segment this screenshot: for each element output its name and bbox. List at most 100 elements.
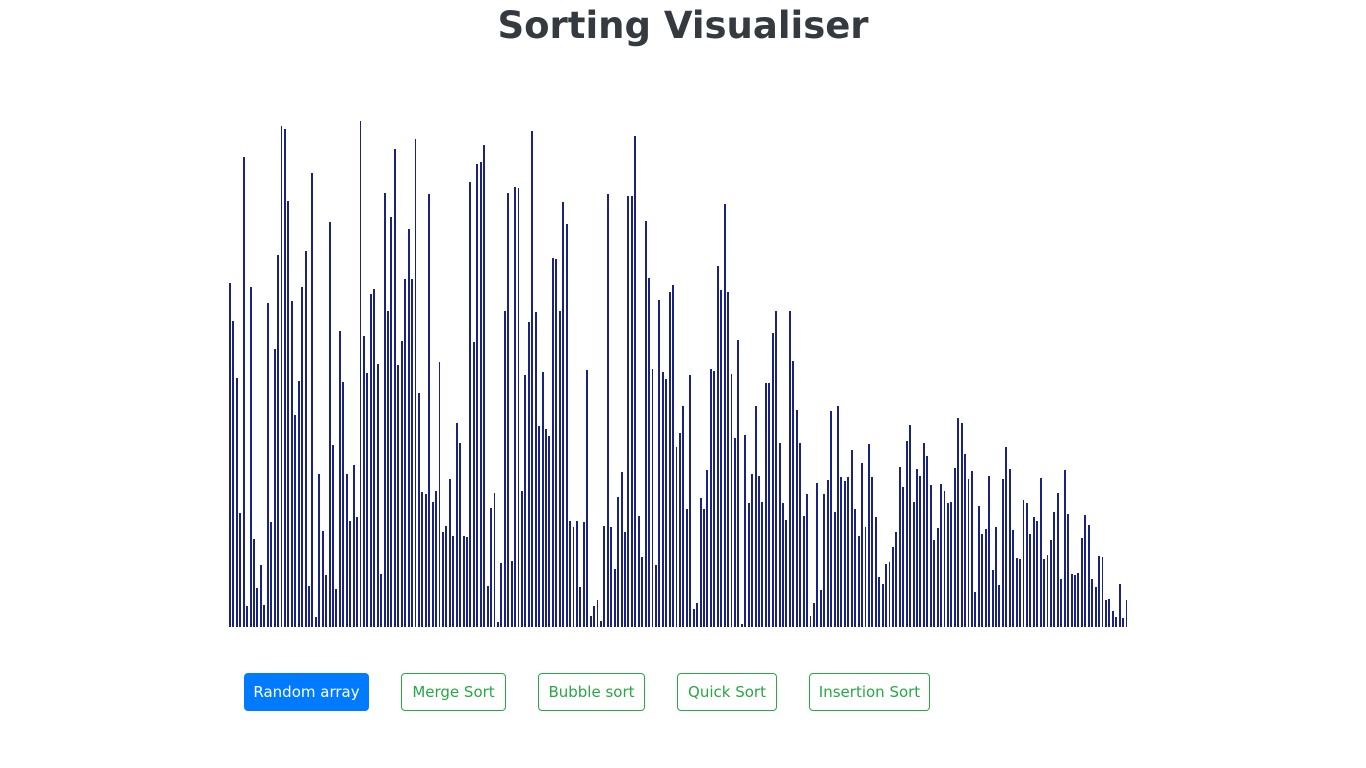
array-bar (318, 474, 321, 627)
array-bar (287, 201, 290, 627)
array-bar (314, 616, 317, 627)
array-bar (706, 469, 709, 627)
merge-sort-button[interactable]: Merge Sort (401, 673, 506, 711)
array-bar (909, 425, 912, 627)
array-bar (733, 437, 736, 627)
array-bar (905, 440, 908, 627)
array-bar (328, 221, 331, 627)
quick-sort-button[interactable]: Quick Sort (677, 673, 777, 711)
array-bar (579, 586, 582, 627)
insertion-sort-button[interactable]: Insertion Sort (809, 673, 930, 711)
array-bar (792, 361, 795, 627)
array-bar (507, 192, 510, 627)
array-bar (637, 516, 640, 627)
array-bar (1008, 468, 1011, 627)
array-bar (459, 442, 462, 627)
array-bar (466, 537, 468, 627)
array-bar (510, 560, 513, 627)
array-bar (565, 223, 568, 627)
array-bar (586, 369, 589, 627)
array-bar (366, 372, 369, 627)
array-bar (720, 289, 723, 627)
array-bar (634, 135, 637, 627)
array-bar (957, 418, 960, 627)
array-bar (984, 528, 987, 627)
array-bar (953, 467, 956, 627)
array-bar (246, 606, 249, 627)
array-bar (1039, 478, 1042, 627)
array-bar (1043, 558, 1046, 627)
array-bar (472, 341, 475, 627)
array-bar (775, 310, 778, 627)
array-bar (898, 466, 901, 627)
array-bar (624, 531, 626, 627)
array-bar (778, 442, 781, 627)
array-bar (1001, 479, 1004, 627)
array-bar (455, 423, 458, 627)
array-bar (665, 378, 668, 627)
array-bar (850, 450, 853, 627)
array-bar (878, 577, 881, 627)
array-bar (929, 485, 932, 627)
array-bar (493, 492, 496, 627)
array-bar (359, 121, 362, 627)
array-bar (479, 161, 482, 627)
array-bar (1046, 554, 1049, 627)
array-bar (747, 502, 750, 627)
array-bar (448, 479, 451, 627)
controls-bar: Random array Merge Sort Bubble sort Quic… (0, 673, 1366, 711)
array-bar (393, 149, 396, 627)
array-bar (981, 533, 984, 627)
array-bar (830, 410, 833, 627)
array-bar (569, 520, 572, 627)
array-bar (1053, 512, 1056, 627)
array-bar (658, 300, 661, 627)
array-bar (545, 428, 547, 627)
array-bar (1067, 514, 1070, 627)
array-bar (297, 380, 300, 627)
array-bar (325, 575, 328, 627)
array-bar (661, 371, 664, 627)
array-bar (785, 519, 788, 627)
array-bar (352, 464, 355, 627)
array-bar (1087, 524, 1090, 627)
array-bar (1122, 617, 1125, 627)
array-bar (335, 588, 338, 627)
array-bar (435, 490, 438, 627)
array-bar (524, 374, 527, 627)
array-bar (534, 311, 537, 627)
array-bar (991, 570, 994, 627)
array-bar (256, 587, 259, 627)
array-bar (555, 258, 558, 627)
array-bar (874, 517, 877, 627)
array-bar (270, 521, 273, 627)
array-bar (627, 195, 630, 627)
array-bar (593, 606, 596, 627)
array-bar (253, 539, 255, 627)
array-bar (321, 530, 324, 627)
array-bar (404, 278, 407, 627)
array-bar (861, 462, 863, 627)
array-bar (751, 474, 754, 627)
array-bar (390, 216, 393, 627)
array-bar (520, 490, 523, 627)
array-bar (816, 483, 819, 627)
array-bar (483, 145, 486, 627)
array-bar (277, 254, 280, 627)
array-bar (421, 491, 424, 627)
array-bar (610, 526, 613, 627)
array-bar (758, 476, 760, 627)
array-bar (486, 585, 489, 627)
array-bar (490, 508, 492, 627)
array-bar (1094, 586, 1097, 627)
array-bar (699, 497, 702, 627)
array-bar (514, 186, 517, 627)
array-bar (599, 620, 602, 627)
bubble-sort-button[interactable]: Bubble sort (538, 673, 645, 711)
array-bar (713, 370, 716, 627)
array-bar (967, 479, 970, 627)
random-array-button[interactable]: Random array (244, 673, 369, 711)
array-bar (517, 187, 520, 627)
array-bar (311, 173, 314, 627)
array-bar (1049, 540, 1052, 627)
